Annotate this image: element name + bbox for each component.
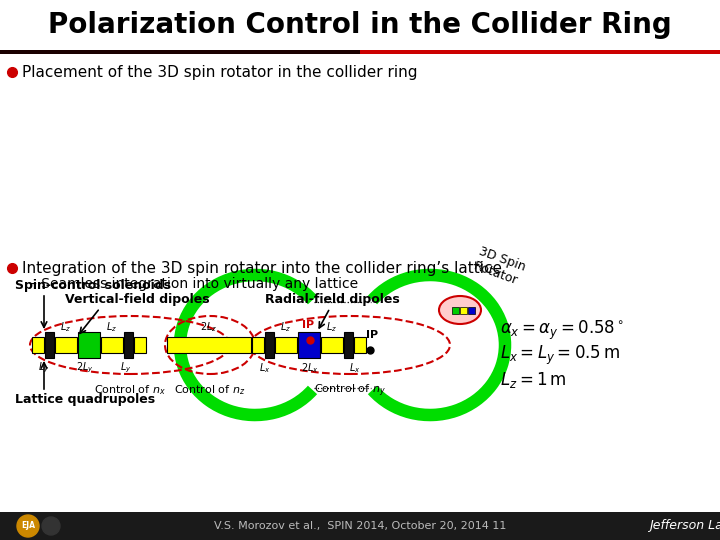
Text: $L_x = L_y = 0.5\,\mathrm{m}$: $L_x = L_y = 0.5\,\mathrm{m}$ xyxy=(500,343,620,367)
Text: Control of $n_y$: Control of $n_y$ xyxy=(314,383,386,400)
Bar xyxy=(298,332,320,358)
Bar xyxy=(0,50,180,53)
Bar xyxy=(452,307,459,314)
Text: Integration of the 3D spin rotator into the collider ring’s lattice: Integration of the 3D spin rotator into … xyxy=(22,260,502,275)
Bar xyxy=(468,307,475,314)
Text: Jefferson Lab: Jefferson Lab xyxy=(649,519,720,532)
Bar xyxy=(101,337,123,353)
Text: V.S. Morozov et al.,  SPIN 2014, October 20, 2014 11: V.S. Morozov et al., SPIN 2014, October … xyxy=(214,521,506,531)
Bar xyxy=(360,50,540,53)
Bar xyxy=(360,50,720,54)
Bar xyxy=(354,337,366,353)
Text: $L_z$: $L_z$ xyxy=(326,320,338,334)
Text: Spin-control solenoids: Spin-control solenoids xyxy=(15,279,171,292)
Circle shape xyxy=(17,515,39,537)
Text: IP: IP xyxy=(302,320,314,330)
Bar xyxy=(0,512,720,540)
Text: EJA: EJA xyxy=(21,522,35,530)
Text: $L_x$: $L_x$ xyxy=(259,361,271,375)
Text: Placement of the 3D spin rotator in the collider ring: Placement of the 3D spin rotator in the … xyxy=(22,64,418,79)
Bar xyxy=(78,332,100,358)
Bar xyxy=(0,50,720,55)
Bar xyxy=(460,307,467,314)
Ellipse shape xyxy=(439,296,481,324)
Text: $2L_x$: $2L_x$ xyxy=(301,361,319,375)
Bar xyxy=(0,0,720,50)
Bar xyxy=(45,332,54,358)
Bar xyxy=(275,337,297,353)
Text: $2L_y$: $2L_y$ xyxy=(76,361,94,375)
Bar xyxy=(0,50,360,54)
Text: $2L_z$: $2L_z$ xyxy=(200,320,217,334)
Text: $L_x$: $L_x$ xyxy=(349,361,361,375)
Text: $L_z = 1\,\mathrm{m}$: $L_z = 1\,\mathrm{m}$ xyxy=(500,370,567,390)
Bar xyxy=(265,332,274,358)
Bar xyxy=(134,337,146,353)
Text: Control of $n_z$: Control of $n_z$ xyxy=(174,383,246,397)
Text: $\alpha_x = \alpha_y = 0.58^\circ$: $\alpha_x = \alpha_y = 0.58^\circ$ xyxy=(500,319,624,342)
Text: – Seamless integration into virtually any lattice: – Seamless integration into virtually an… xyxy=(30,277,358,291)
Bar xyxy=(124,332,133,358)
Bar xyxy=(321,337,343,353)
Text: $L_y$: $L_y$ xyxy=(120,361,132,375)
Bar xyxy=(344,332,353,358)
Text: IP: IP xyxy=(366,330,378,340)
Text: Radial-field dipoles: Radial-field dipoles xyxy=(265,294,400,307)
Bar xyxy=(540,50,720,53)
Text: $L_z$: $L_z$ xyxy=(107,320,117,334)
Text: $L_z$: $L_z$ xyxy=(60,320,71,334)
Text: Control of $n_x$: Control of $n_x$ xyxy=(94,383,166,397)
Bar xyxy=(252,337,264,353)
Bar xyxy=(167,337,251,353)
Bar xyxy=(55,337,77,353)
Text: Lattice quadrupoles: Lattice quadrupoles xyxy=(15,394,155,407)
Bar xyxy=(180,50,360,53)
Bar xyxy=(32,337,44,353)
Text: Polarization Control in the Collider Ring: Polarization Control in the Collider Rin… xyxy=(48,11,672,39)
Text: $L_z$: $L_z$ xyxy=(281,320,292,334)
Text: Vertical-field dipoles: Vertical-field dipoles xyxy=(65,294,210,307)
Circle shape xyxy=(42,517,60,535)
Text: 3D Spin
Rotator: 3D Spin Rotator xyxy=(472,245,527,288)
Text: $L_y$: $L_y$ xyxy=(38,361,50,375)
